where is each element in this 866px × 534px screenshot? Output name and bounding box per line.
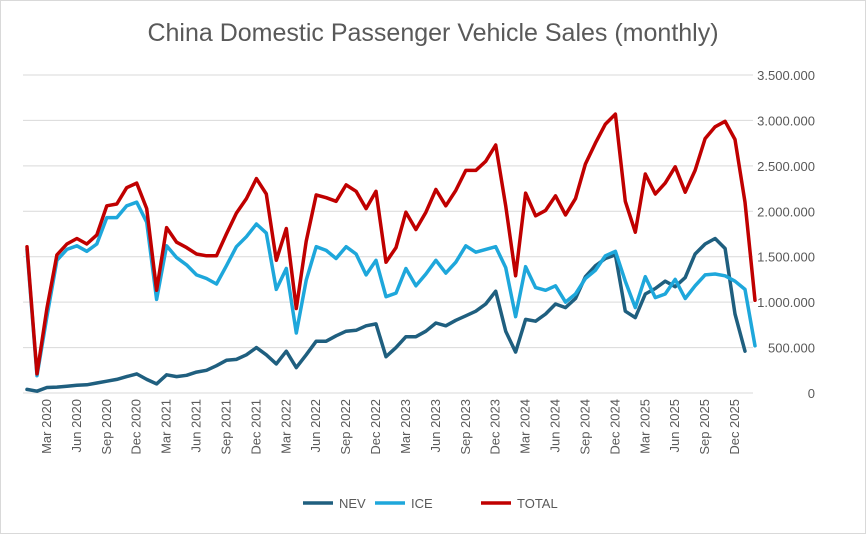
x-axis-ticks: Mar 2020 Jun 2020 Sep 2020 Dec 2020 Mar 2021… — [39, 399, 742, 455]
x-tick-label: Jun 2022 — [308, 399, 323, 453]
y-tick-label: 0 — [808, 386, 815, 401]
x-tick-label: Mar 2025 — [637, 399, 652, 454]
x-tick-label: Sep 2023 — [458, 399, 473, 455]
legend: NEV ICE TOTAL — [303, 496, 558, 511]
legend-label-ice: ICE — [411, 496, 433, 511]
x-tick-label: Sep 2020 — [99, 399, 114, 455]
series-line-total — [25, 112, 757, 376]
series-lines — [25, 112, 757, 393]
x-tick-label: Mar 2021 — [159, 399, 174, 454]
x-tick-label: Sep 2021 — [218, 399, 233, 455]
series-line-nev — [25, 236, 747, 393]
y-tick-label: 500.000 — [768, 341, 815, 356]
series-line-ice — [25, 200, 757, 378]
y-tick-label: 1.500.000 — [757, 250, 815, 265]
x-tick-label: Jun 2023 — [428, 399, 443, 453]
y-tick-label: 1.000.000 — [757, 295, 815, 310]
x-tick-label: Sep 2024 — [577, 399, 592, 455]
legend-label-total: TOTAL — [517, 496, 558, 511]
x-tick-label: Mar 2022 — [278, 399, 293, 454]
x-tick-label: Sep 2022 — [338, 399, 353, 455]
chart-title: China Domestic Passenger Vehicle Sales (… — [147, 19, 719, 47]
x-tick-label: Mar 2023 — [398, 399, 413, 454]
y-tick-label: 3.000.000 — [757, 113, 815, 128]
x-tick-label: Jun 2020 — [69, 399, 84, 453]
x-tick-label: Dec 2023 — [488, 399, 503, 455]
x-tick-label: Sep 2025 — [697, 399, 712, 455]
y-axis-ticks: 0 500.000 1.000.000 1.500.000 2.000.000 2.500… — [757, 68, 815, 401]
y-tick-label: 3.500.000 — [757, 68, 815, 83]
x-tick-label: Mar 2020 — [39, 399, 54, 454]
gridlines — [23, 74, 753, 394]
x-tick-label: Dec 2022 — [368, 399, 383, 455]
x-tick-label: Mar 2024 — [518, 399, 533, 454]
legend-label-nev: NEV — [339, 496, 366, 511]
x-tick-label: Jun 2024 — [548, 399, 563, 453]
y-tick-label: 2.000.000 — [757, 204, 815, 219]
x-tick-label: Jun 2025 — [667, 399, 682, 453]
x-tick-label: Dec 2021 — [248, 399, 263, 455]
y-tick-label: 2.500.000 — [757, 159, 815, 174]
x-tick-label: Dec 2025 — [727, 399, 742, 455]
x-tick-label: Jun 2021 — [189, 399, 204, 453]
x-tick-label: Dec 2020 — [129, 399, 144, 455]
x-tick-label: Dec 2024 — [607, 399, 622, 455]
